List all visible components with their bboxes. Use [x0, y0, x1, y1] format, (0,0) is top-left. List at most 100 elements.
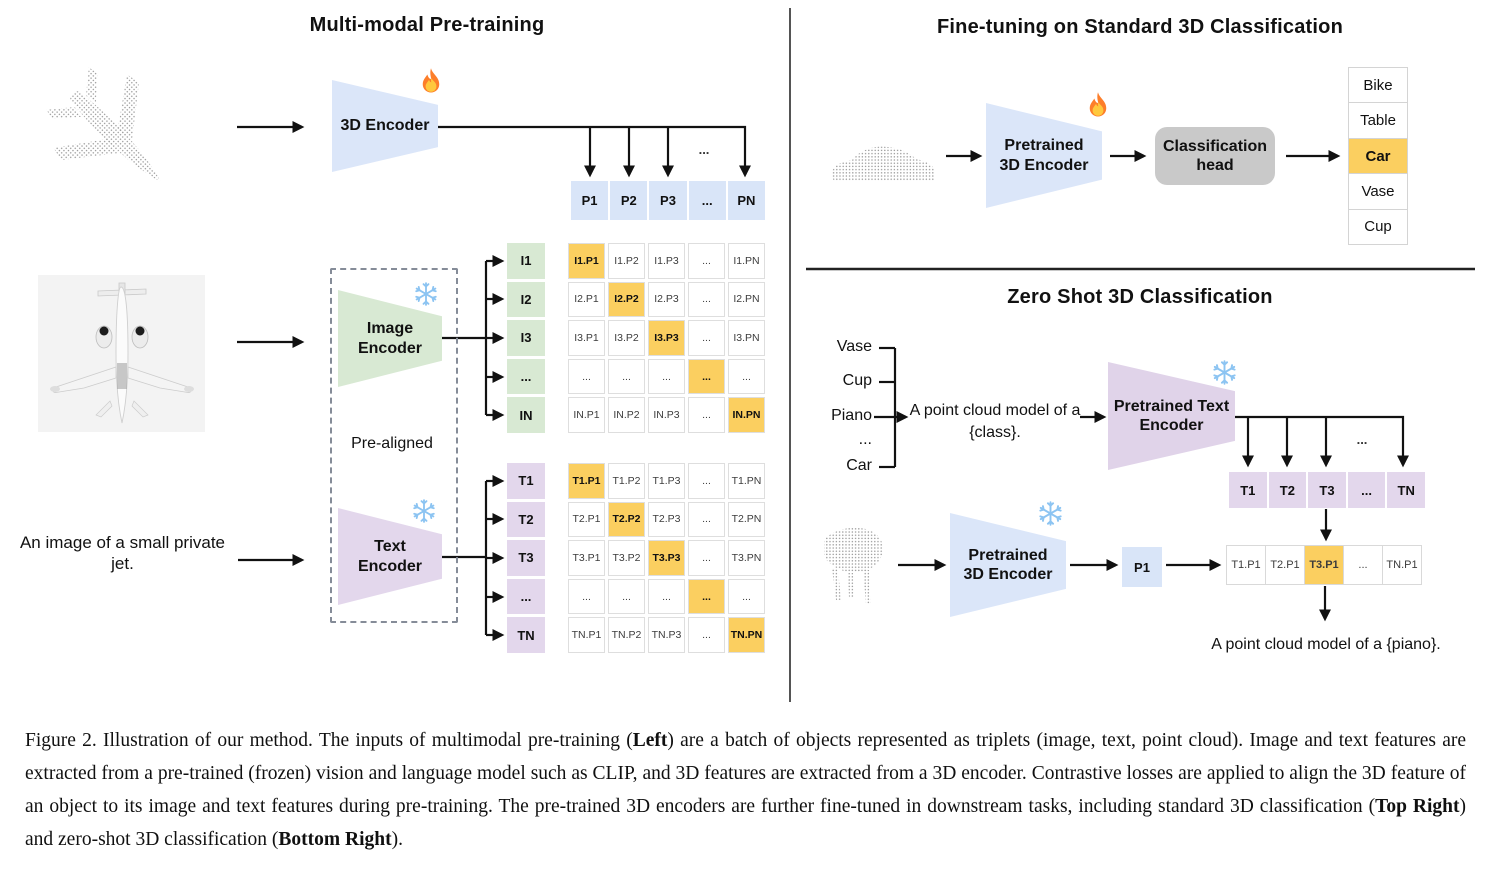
class-cell: Vase: [1348, 173, 1408, 210]
matrix-cell: ...: [688, 540, 725, 576]
class-cell: Table: [1348, 102, 1408, 139]
matrix-cell: IN.PN: [728, 397, 765, 433]
left-panel-title: Multi-modal Pre-training: [309, 14, 545, 36]
matrix-cell: ...: [688, 463, 725, 499]
i-label-cell: IN: [507, 397, 545, 433]
class-cell: Car: [1348, 137, 1408, 175]
class-word: Car: [846, 457, 872, 474]
t-cell: T1: [1229, 472, 1267, 508]
image-encoder-label: Image Encoder: [357, 320, 422, 357]
zero-shot-class-words: Vase Cup Piano... Car: [808, 330, 872, 490]
matrix-cell: I1.P3: [648, 243, 685, 279]
piano-point-cloud: [824, 527, 884, 604]
matrix-cell: TN.PN: [728, 617, 765, 653]
matrix-cell: ...: [608, 358, 645, 395]
p-row-ellipsis: ...: [698, 142, 710, 157]
matrix-cell: I2.P2: [608, 281, 645, 318]
p-cell: PN: [727, 181, 766, 220]
text-feature-labels: T1 T2 T3... TN: [507, 463, 545, 653]
class-word: Vase: [836, 338, 872, 355]
matrix-cell: ...: [688, 358, 725, 395]
matrix-cell: T1.P1: [568, 463, 605, 499]
t-cell: TN: [1387, 472, 1425, 508]
matrix-cell: ...: [688, 578, 725, 615]
p-cell: P3: [649, 181, 687, 220]
t-label-cell: TN: [507, 617, 545, 653]
matrix-cell: I2.PN: [728, 281, 765, 318]
snowflake-icon: [1213, 360, 1236, 385]
similarity-cell: T1.P1: [1226, 545, 1266, 585]
matrix-cell: T3.P1: [568, 540, 605, 576]
matrix-cell: ...: [608, 578, 645, 615]
flame-icon: [1089, 92, 1107, 117]
i-label-cell: I1: [507, 243, 545, 279]
image-encoder-shape: Image Encoder: [338, 290, 442, 387]
p-cell: ...: [688, 181, 726, 220]
3d-encoder-label: 3D Encoder: [340, 117, 430, 135]
matrix-cell: I3.P1: [568, 320, 605, 356]
matrix-cell: ...: [688, 320, 725, 356]
class-cell: Bike: [1348, 67, 1408, 104]
image-feature-labels: I1 I2 I3... IN: [507, 243, 545, 433]
jet-image: [38, 275, 205, 432]
matrix-cell: I2.P1: [568, 281, 605, 318]
matrix-cell: T2.PN: [728, 501, 765, 538]
i-label-cell: I3: [507, 320, 545, 356]
matrix-cell: TN.P2: [608, 617, 645, 653]
t-cell: ...: [1347, 472, 1386, 508]
output-prompt-text: A point cloud model of a {piano}.: [1211, 636, 1441, 653]
matrix-cell: IN.P1: [568, 397, 605, 433]
pre-aligned-label: Pre-aligned: [351, 435, 433, 452]
snowflake-icon: [1039, 501, 1062, 526]
caption-segment: ).: [391, 829, 403, 850]
snowflake-icon: [415, 282, 437, 306]
pretrained-text-encoder-label: Pretrained Text Encoder: [1113, 397, 1230, 434]
caption-segment: ) and zero-shot 3D classification (: [25, 796, 1466, 850]
text-encoder-label: Text Encoder: [357, 538, 422, 575]
matrix-cell: T3.P3: [648, 540, 685, 576]
matrix-cell: T3.P2: [608, 540, 645, 576]
snowflake-icon: [413, 499, 435, 523]
caption-segment: Left: [632, 730, 668, 751]
matrix-cell: ...: [688, 501, 725, 538]
zero-shot-title: Zero Shot 3D Classification: [1007, 286, 1273, 308]
matrix-cell: T1.P3: [648, 463, 685, 499]
p-cell: P2: [610, 181, 648, 220]
matrix-cell: ...: [688, 281, 725, 318]
p1-feature-cell: P1: [1122, 547, 1162, 587]
fine-tuning-title: Fine-tuning on Standard 3D Classificatio…: [936, 16, 1343, 38]
car-point-cloud: [832, 146, 935, 181]
class-word: ...: [858, 431, 872, 448]
matrix-cell: I2.P3: [648, 281, 685, 318]
matrix-cell: ...: [688, 397, 725, 433]
text-encoder-shape: Text Encoder: [338, 508, 442, 605]
image-caption-text: An image of a small private jet.: [19, 533, 226, 573]
text-feature-row: T1 T2 T3... TN: [1229, 472, 1425, 508]
text-point-matrix: T1.P1 T1.P2 T1.P3... T1.PN T2.P1 T2.P2 T2.P3..…: [568, 463, 765, 653]
i-label-cell: ...: [507, 358, 545, 395]
figure-caption: Figure 2. Illustration of our method. Th…: [25, 724, 1466, 856]
matrix-cell: ...: [688, 243, 725, 279]
class-word: Cup: [842, 372, 872, 389]
matrix-cell: T2.P2: [608, 501, 645, 538]
flame-icon: [422, 68, 440, 93]
matrix-cell: T3.PN: [728, 540, 765, 576]
t-row-ellipsis: ...: [1356, 432, 1368, 447]
classification-head-label: Classification head: [1162, 137, 1268, 174]
similarity-cell: T2.P1: [1265, 545, 1305, 585]
class-list: Bike Table Car Vase Cup: [1348, 67, 1408, 246]
t-label-cell: T1: [507, 463, 545, 499]
matrix-cell: IN.P3: [648, 397, 685, 433]
matrix-cell: ...: [728, 578, 765, 615]
prompt-text: A point cloud model of a {class}.: [909, 402, 1081, 441]
matrix-cell: TN.P3: [648, 617, 685, 653]
matrix-cell: ...: [688, 617, 725, 653]
caption-segment: Bottom Right: [278, 829, 392, 850]
matrix-cell: T1.P2: [608, 463, 645, 499]
caption-segment: Figure 2. Illustration of our method. Th…: [25, 730, 633, 751]
similarity-cell: TN.P1: [1382, 545, 1422, 585]
matrix-cell: I3.P3: [648, 320, 685, 356]
pretrained-3d-encoder-label: Pretrained 3D Encoder: [999, 137, 1089, 174]
